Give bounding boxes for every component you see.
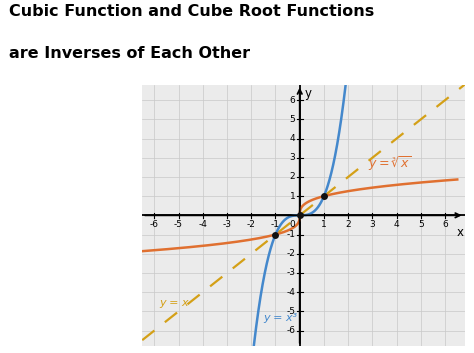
- Text: 5: 5: [290, 115, 295, 124]
- Text: -6: -6: [150, 220, 159, 229]
- Text: 2: 2: [346, 220, 351, 229]
- Text: y: y: [305, 86, 311, 100]
- Text: -5: -5: [174, 220, 183, 229]
- Text: $y = \sqrt[3]{x}$: $y = \sqrt[3]{x}$: [367, 155, 411, 173]
- Text: -4: -4: [286, 288, 295, 297]
- Text: -3: -3: [222, 220, 231, 229]
- Text: 4: 4: [290, 134, 295, 143]
- Text: 2: 2: [290, 172, 295, 181]
- Text: 1: 1: [321, 220, 327, 229]
- Text: -6: -6: [286, 326, 295, 335]
- Text: 3: 3: [370, 220, 375, 229]
- Text: 4: 4: [394, 220, 400, 229]
- Text: -3: -3: [286, 268, 295, 277]
- Text: -2: -2: [286, 249, 295, 258]
- Text: x: x: [456, 226, 463, 239]
- Text: are Inverses of Each Other: are Inverses of Each Other: [9, 46, 251, 61]
- Text: 5: 5: [418, 220, 424, 229]
- Text: 6: 6: [442, 220, 448, 229]
- Text: -1: -1: [271, 220, 280, 229]
- Text: 0: 0: [290, 220, 295, 229]
- Text: -4: -4: [198, 220, 207, 229]
- Text: y = x³: y = x³: [264, 313, 298, 323]
- Text: 1: 1: [290, 192, 295, 201]
- Text: -2: -2: [247, 220, 255, 229]
- Text: -1: -1: [286, 230, 295, 239]
- Text: Cubic Function and Cube Root Functions: Cubic Function and Cube Root Functions: [9, 4, 375, 18]
- Text: -5: -5: [286, 307, 295, 316]
- Text: 3: 3: [290, 153, 295, 162]
- Text: y = x: y = x: [159, 298, 189, 307]
- Text: 6: 6: [290, 96, 295, 104]
